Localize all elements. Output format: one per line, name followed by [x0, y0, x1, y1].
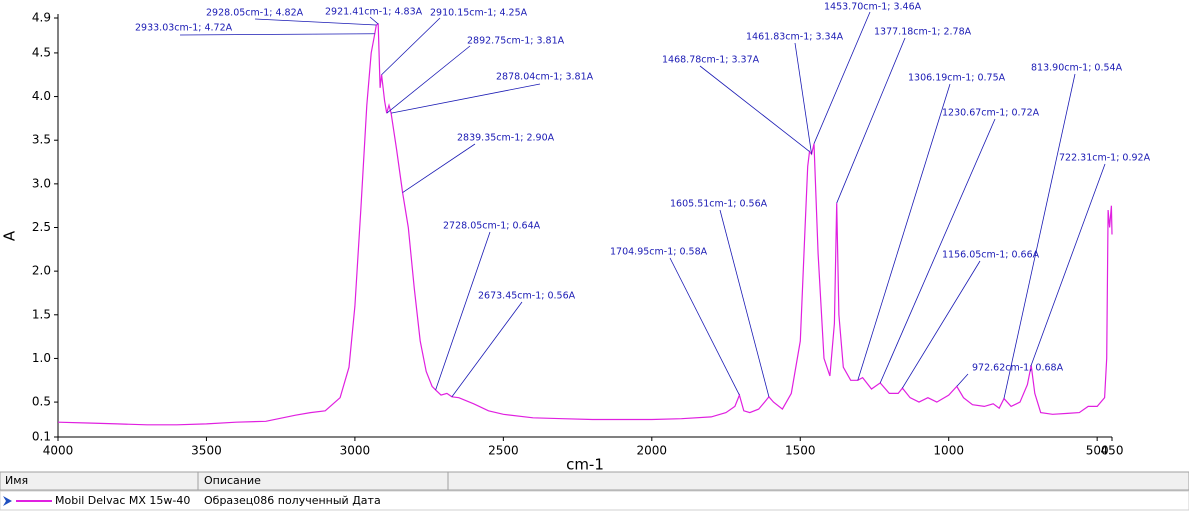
annotation-leader: [435, 231, 491, 390]
annotation-leader: [956, 373, 969, 387]
row-arrow: [3, 496, 12, 506]
annotation-leader: [369, 16, 379, 25]
column-header[interactable]: Имя: [5, 474, 28, 487]
annotation-leader: [391, 83, 541, 114]
annotation-label: 2878.04cm-1; 3.81A: [496, 72, 594, 83]
y-tick-label: 1.0: [32, 351, 51, 365]
y-tick-label: 2.0: [32, 264, 51, 278]
annotation-label: 1704.95cm-1; 0.58A: [610, 247, 708, 258]
column-header[interactable]: Описание: [204, 474, 261, 487]
annotation-leader: [813, 11, 871, 144]
y-tick-label: 4.0: [32, 89, 51, 103]
annotation-label: 1230.67cm-1; 0.72A: [942, 108, 1040, 119]
y-tick-label: 3.0: [32, 176, 51, 190]
annotation-label: 1377.18cm-1; 2.78A: [874, 27, 972, 38]
annotation-label: 972.62cm-1; 0.68A: [972, 363, 1064, 374]
annotation-label: 1453.70cm-1; 3.46A: [824, 2, 922, 13]
x-tick-label: 4000: [43, 444, 74, 458]
table-row[interactable]: [0, 490, 1189, 511]
x-tick-label: 2000: [637, 444, 668, 458]
annotation-leader: [451, 301, 523, 398]
annotation-leader: [179, 33, 375, 36]
annotation-leader: [1003, 73, 1076, 399]
annotation-label: 2728.05cm-1; 0.64A: [443, 221, 541, 232]
annotation-leader: [254, 18, 377, 26]
annotation-leader: [794, 42, 812, 155]
annotation-leader: [669, 257, 740, 396]
annotation-leader: [902, 260, 981, 389]
annotation-leader: [402, 143, 476, 193]
annotation-leader: [386, 45, 471, 114]
annotation-label: 1461.83cm-1; 3.34A: [746, 32, 844, 43]
x-tick-label: 1000: [933, 444, 964, 458]
annotation-label: 2910.15cm-1; 4.25A: [430, 8, 528, 19]
y-tick-label: 4.5: [32, 45, 51, 59]
series-description: Образец086 полученный Дата: [204, 494, 381, 507]
annotation-label: 2928.05cm-1; 4.82A: [206, 8, 304, 19]
annotation-leader: [836, 37, 906, 204]
annotation-label: 2673.45cm-1; 0.56A: [478, 291, 576, 302]
annotation-label: 1468.78cm-1; 3.37A: [662, 55, 760, 66]
annotation-leader: [879, 118, 996, 384]
y-tick-label: 3.5: [32, 133, 51, 147]
annotation-label: 2892.75cm-1; 3.81A: [467, 36, 565, 47]
x-tick-label: 500: [1086, 444, 1109, 458]
y-tick-label: 2.5: [32, 220, 51, 234]
x-tick-label: 3000: [340, 444, 371, 458]
y-tick-label: 4.9: [32, 11, 51, 25]
annotation-leader: [857, 83, 951, 381]
x-tick-label: 2500: [488, 444, 519, 458]
y-tick-label: 1.5: [32, 307, 51, 321]
annotation-label: 2921.41cm-1; 4.83A: [325, 7, 423, 18]
annotation-leader: [1030, 163, 1106, 366]
x-axis-label: cm-1: [566, 456, 604, 474]
series-name: Mobil Delvac MX 15w-40: [55, 494, 190, 507]
annotation-leader: [699, 65, 810, 152]
table-header: [0, 471, 1189, 491]
annotation-label: 813.90cm-1; 0.54A: [1031, 63, 1123, 74]
annotation-label: 2839.35cm-1; 2.90A: [457, 133, 555, 144]
y-tick-label: 0.5: [32, 395, 51, 409]
annotation-label: 1306.19cm-1; 0.75A: [908, 73, 1006, 84]
annotation-label: 1605.51cm-1; 0.56A: [670, 199, 768, 210]
annotation-label: 722.31cm-1; 0.92A: [1059, 153, 1151, 164]
annotation-label: 2933.03cm-1; 4.72A: [135, 23, 233, 34]
annotation-label: 1156.05cm-1; 0.66A: [942, 250, 1040, 261]
x-tick-label: 1500: [785, 444, 816, 458]
x-tick-label: 450: [1101, 444, 1124, 458]
annotation-leader: [719, 209, 770, 397]
y-axis-label: A: [1, 230, 19, 241]
x-tick-label: 3500: [191, 444, 222, 458]
annotation-leader: [381, 17, 441, 76]
spectrum-line: [57, 23, 1113, 426]
y-tick-label: 0.1: [32, 430, 51, 444]
